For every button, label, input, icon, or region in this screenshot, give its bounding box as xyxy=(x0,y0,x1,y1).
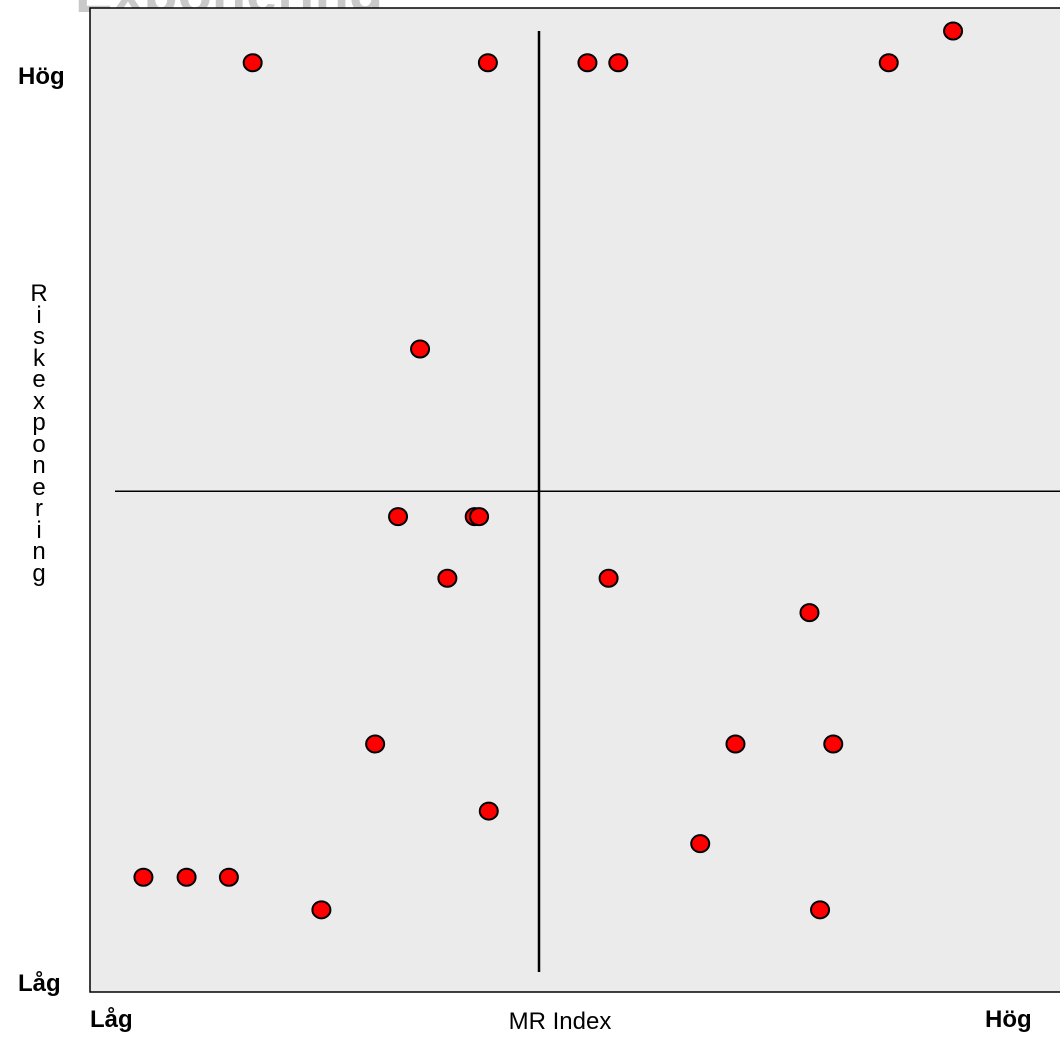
data-point-16 xyxy=(823,734,844,754)
x-tick-high: Hög xyxy=(985,1006,1032,1033)
data-point-23 xyxy=(810,900,831,920)
data-point-5 xyxy=(878,53,899,73)
y-axis-label-char: e xyxy=(32,366,46,393)
data-point-15 xyxy=(725,734,746,754)
data-point-3 xyxy=(577,53,598,73)
y-tick-low: Låg xyxy=(18,970,61,997)
data-point-22 xyxy=(311,900,332,920)
y-axis-label-char: i xyxy=(36,516,42,544)
data-point-18 xyxy=(690,834,711,854)
data-point-20 xyxy=(176,867,197,887)
y-axis-label-char: R xyxy=(30,280,48,307)
data-point-13 xyxy=(799,603,820,623)
y-axis-label-char: k xyxy=(33,344,45,372)
data-point-2 xyxy=(477,53,498,73)
y-axis-label-char: e xyxy=(32,473,46,501)
data-point-4 xyxy=(608,53,629,73)
data-point-8 xyxy=(388,507,409,527)
y-axis-label-char: p xyxy=(32,409,46,436)
data-point-6 xyxy=(943,21,964,41)
data-points xyxy=(133,21,964,920)
y-axis-label-char: i xyxy=(36,301,42,329)
y-tick-high: Hög xyxy=(18,63,65,90)
plot-area xyxy=(89,7,1060,993)
data-point-17 xyxy=(478,801,499,821)
data-point-1 xyxy=(242,53,263,73)
data-point-11 xyxy=(437,568,458,588)
y-axis-label-char: g xyxy=(32,559,46,587)
data-point-10 xyxy=(469,507,490,527)
data-point-14 xyxy=(365,734,386,754)
data-point-12 xyxy=(598,568,619,588)
y-axis-label-char: n xyxy=(32,538,46,565)
data-point-19 xyxy=(133,867,154,887)
y-axis-label-char: s xyxy=(33,323,45,350)
y-axis-label-char: r xyxy=(35,495,43,522)
y-axis-label-char: o xyxy=(32,430,46,458)
x-tick-low: Låg xyxy=(90,1006,133,1033)
data-point-7 xyxy=(410,339,431,359)
y-axis-label-char: x xyxy=(33,387,45,415)
x-axis-label: MR Index xyxy=(508,1008,612,1035)
data-point-21 xyxy=(218,867,239,887)
y-axis-label-char: n xyxy=(32,452,46,479)
